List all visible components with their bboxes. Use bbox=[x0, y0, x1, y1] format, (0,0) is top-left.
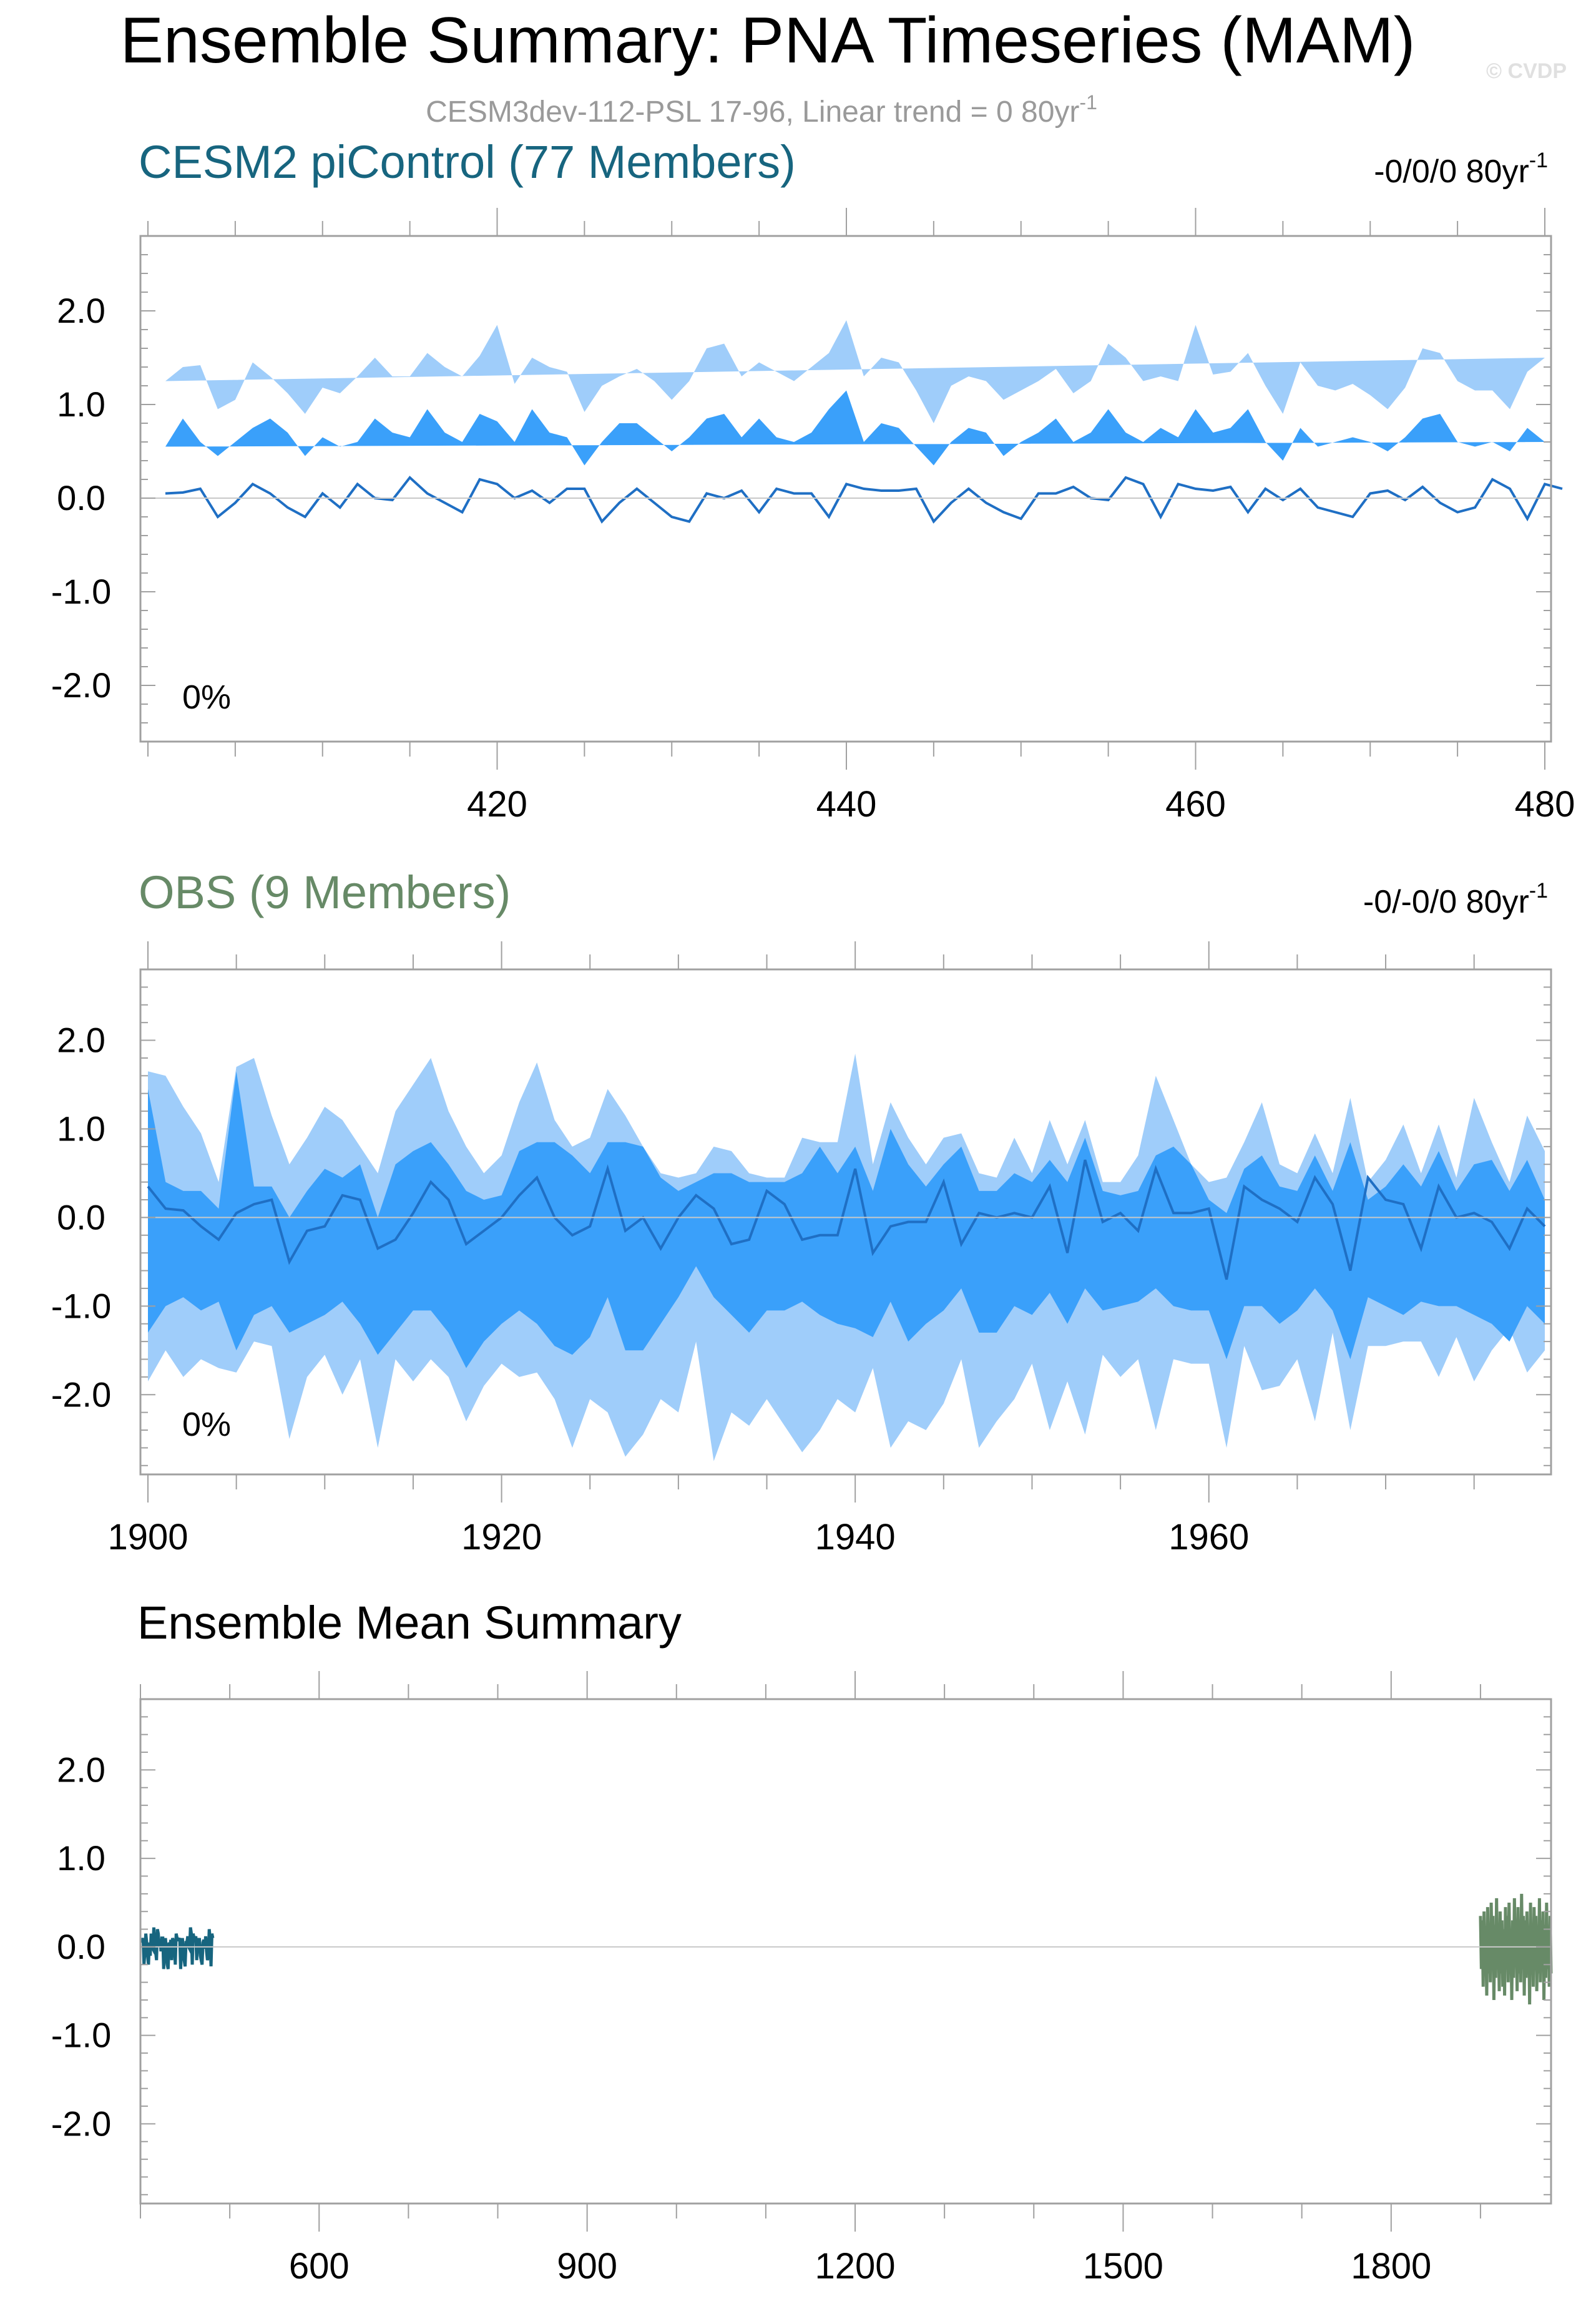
panel-cesm-axes: 2.0 1.0 0.0 -1.0 -2.0 420 440 460 480 bbox=[51, 208, 1575, 825]
ensemble-mean-line bbox=[147, 1159, 1546, 1280]
y-tick-label: 2.0 bbox=[57, 1021, 105, 1060]
y-tick-label: 1.0 bbox=[57, 1838, 105, 1878]
ensemble-mean-line bbox=[165, 476, 1563, 524]
y-tick-label: 0.0 bbox=[57, 478, 105, 517]
y-tick-label: 2.0 bbox=[57, 1750, 105, 1789]
page-subtitle-text: CESM3dev-112-PSL 17-96, Linear trend = 0… bbox=[426, 96, 1079, 129]
series-obs bbox=[1479, 1893, 1553, 2005]
panel-ensemble-mean: Ensemble Mean Summary 2.0 1.0 0.0 -1.0 -2.0 6… bbox=[51, 1597, 1553, 2287]
x-tick-label: 900 bbox=[557, 2246, 617, 2287]
panel-ensemble-mean-title: Ensemble Mean Summary bbox=[137, 1597, 682, 1649]
panel-cesm-percent: 0% bbox=[182, 679, 231, 716]
panel-cesm-bands bbox=[165, 320, 1563, 524]
x-tick-label: 460 bbox=[1165, 784, 1226, 825]
series-cesm2-picontrol bbox=[140, 1927, 215, 1969]
x-tick-label: 440 bbox=[816, 784, 877, 825]
y-tick-label: -1.0 bbox=[51, 2016, 112, 2055]
x-tick-label: 1800 bbox=[1351, 2246, 1431, 2287]
page-title: Ensemble Summary: PNA Timeseries (MAM) bbox=[120, 4, 1416, 77]
panel-cesm-title: CESM2 piControl (77 Members) bbox=[139, 136, 796, 188]
x-tick-label: 420 bbox=[467, 784, 527, 825]
page-subtitle: CESM3dev-112-PSL 17-96, Linear trend = 0… bbox=[426, 91, 1097, 129]
panel-obs: OBS (9 Members) -0/-0/0 80yr-1 2.0 1.0 0.0… bbox=[51, 866, 1552, 1557]
panel-ensemble-mean-lines bbox=[140, 1893, 1553, 2005]
x-tick-label: 1900 bbox=[107, 1517, 188, 1557]
panel-obs-trend: -0/-0/0 80yr-1 bbox=[1363, 879, 1548, 920]
x-tick-label: 480 bbox=[1515, 784, 1575, 825]
panel-obs-percent: 0% bbox=[182, 1406, 231, 1443]
y-tick-label: 2.0 bbox=[57, 291, 105, 330]
panel-cesm: CESM2 piControl (77 Members) -0/0/0 80yr… bbox=[51, 136, 1575, 825]
panel-cesm-trend-text: -0/0/0 80yr bbox=[1374, 154, 1529, 190]
x-tick-label: 1960 bbox=[1168, 1517, 1249, 1557]
panel-obs-trend-text: -0/-0/0 80yr bbox=[1363, 884, 1529, 920]
y-tick-label: 0.0 bbox=[57, 1197, 105, 1237]
y-tick-label: -2.0 bbox=[51, 1375, 112, 1414]
band-inner bbox=[148, 1071, 1545, 1368]
y-tick-label: -2.0 bbox=[51, 2104, 112, 2143]
plot-frame bbox=[139, 235, 1552, 743]
x-tick-label: 1920 bbox=[461, 1517, 542, 1557]
panel-obs-bands bbox=[147, 1053, 1546, 1461]
y-tick-label: -1.0 bbox=[51, 1286, 112, 1325]
y-tick-label: -1.0 bbox=[51, 572, 112, 611]
x-tick-label: 1500 bbox=[1083, 2246, 1163, 2287]
x-tick-label: 1200 bbox=[815, 2246, 896, 2287]
panel-obs-trend-exp: -1 bbox=[1529, 879, 1548, 903]
band-inner bbox=[165, 390, 1545, 466]
x-tick-label: 1940 bbox=[815, 1517, 896, 1557]
y-tick-label: 1.0 bbox=[57, 385, 105, 424]
watermark: © CVDP bbox=[1486, 59, 1567, 83]
panel-obs-title: OBS (9 Members) bbox=[139, 866, 511, 918]
y-tick-label: 1.0 bbox=[57, 1109, 105, 1148]
page-subtitle-exp: -1 bbox=[1079, 91, 1097, 114]
x-tick-label: 600 bbox=[289, 2246, 350, 2287]
panel-cesm-trend: -0/0/0 80yr-1 bbox=[1374, 149, 1548, 190]
band-outer bbox=[165, 320, 1545, 423]
panel-ensemble-mean-axes: 2.0 1.0 0.0 -1.0 -2.0 600 900 1200 1500 1800 bbox=[51, 1671, 1552, 2287]
panel-obs-axes: 2.0 1.0 0.0 -1.0 -2.0 1900 1920 1940 1960 bbox=[51, 941, 1552, 1557]
y-tick-label: 0.0 bbox=[57, 1927, 105, 1966]
plot-frame bbox=[139, 968, 1552, 1476]
plot-frame bbox=[139, 1698, 1552, 2205]
panel-cesm-trend-exp: -1 bbox=[1529, 149, 1548, 172]
y-tick-label: -2.0 bbox=[51, 665, 112, 705]
